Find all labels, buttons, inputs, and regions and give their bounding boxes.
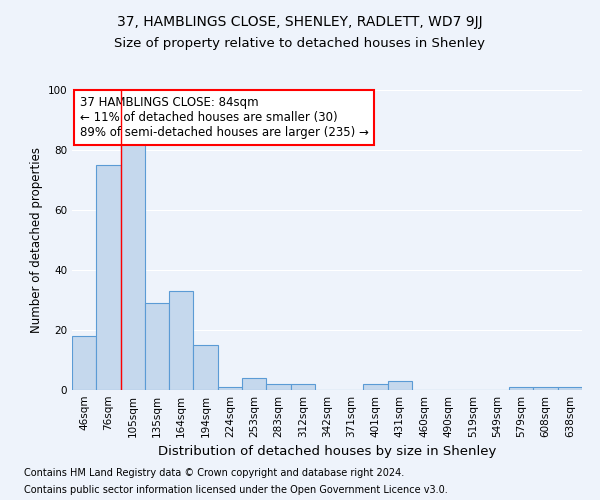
Bar — [169, 291, 193, 390]
Bar — [145, 303, 169, 390]
Bar — [242, 378, 266, 390]
Bar — [364, 384, 388, 390]
Y-axis label: Number of detached properties: Number of detached properties — [31, 147, 43, 333]
Bar — [96, 165, 121, 390]
Bar — [72, 336, 96, 390]
Text: 37, HAMBLINGS CLOSE, SHENLEY, RADLETT, WD7 9JJ: 37, HAMBLINGS CLOSE, SHENLEY, RADLETT, W… — [117, 15, 483, 29]
Bar — [509, 387, 533, 390]
Bar — [558, 387, 582, 390]
Bar — [388, 381, 412, 390]
Bar — [193, 345, 218, 390]
Bar — [121, 138, 145, 390]
Text: 37 HAMBLINGS CLOSE: 84sqm
← 11% of detached houses are smaller (30)
89% of semi-: 37 HAMBLINGS CLOSE: 84sqm ← 11% of detac… — [80, 96, 368, 139]
X-axis label: Distribution of detached houses by size in Shenley: Distribution of detached houses by size … — [158, 446, 496, 458]
Bar — [290, 384, 315, 390]
Bar — [533, 387, 558, 390]
Text: Size of property relative to detached houses in Shenley: Size of property relative to detached ho… — [115, 38, 485, 51]
Bar — [266, 384, 290, 390]
Bar — [218, 387, 242, 390]
Text: Contains public sector information licensed under the Open Government Licence v3: Contains public sector information licen… — [24, 485, 448, 495]
Text: Contains HM Land Registry data © Crown copyright and database right 2024.: Contains HM Land Registry data © Crown c… — [24, 468, 404, 477]
